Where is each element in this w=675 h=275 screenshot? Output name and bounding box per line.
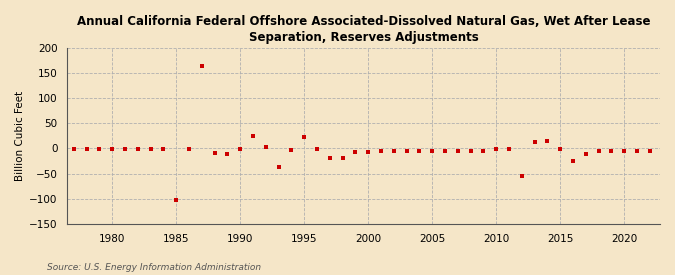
- Point: [401, 149, 412, 153]
- Title: Annual California Federal Offshore Associated-Dissolved Natural Gas, Wet After L: Annual California Federal Offshore Assoc…: [77, 15, 651, 44]
- Point: [119, 147, 130, 151]
- Point: [209, 151, 220, 156]
- Point: [568, 159, 578, 163]
- Point: [362, 150, 373, 155]
- Point: [222, 152, 233, 157]
- Y-axis label: Billion Cubic Feet: Billion Cubic Feet: [15, 91, 25, 181]
- Point: [312, 147, 323, 152]
- Point: [299, 135, 310, 140]
- Point: [388, 149, 399, 154]
- Point: [325, 156, 335, 161]
- Point: [68, 147, 79, 151]
- Point: [452, 149, 463, 154]
- Point: [529, 140, 540, 145]
- Point: [504, 147, 514, 152]
- Point: [235, 147, 246, 151]
- Point: [248, 134, 259, 138]
- Point: [286, 148, 297, 152]
- Point: [338, 156, 348, 161]
- Point: [81, 147, 92, 151]
- Point: [184, 147, 194, 151]
- Point: [261, 145, 271, 149]
- Text: Source: U.S. Energy Information Administration: Source: U.S. Energy Information Administ…: [47, 263, 261, 272]
- Point: [107, 147, 117, 151]
- Point: [619, 149, 630, 154]
- Point: [350, 150, 360, 155]
- Point: [414, 149, 425, 154]
- Point: [593, 149, 604, 154]
- Point: [465, 149, 476, 154]
- Point: [145, 147, 156, 151]
- Point: [196, 63, 207, 68]
- Point: [171, 198, 182, 202]
- Point: [632, 149, 643, 154]
- Point: [542, 139, 553, 143]
- Point: [94, 147, 105, 151]
- Point: [645, 149, 655, 153]
- Point: [580, 152, 591, 157]
- Point: [375, 149, 386, 153]
- Point: [516, 174, 527, 178]
- Point: [132, 147, 143, 151]
- Point: [158, 147, 169, 151]
- Point: [606, 149, 617, 154]
- Point: [478, 149, 489, 153]
- Point: [555, 147, 566, 152]
- Point: [491, 147, 502, 152]
- Point: [439, 149, 450, 154]
- Point: [427, 149, 437, 153]
- Point: [273, 164, 284, 169]
